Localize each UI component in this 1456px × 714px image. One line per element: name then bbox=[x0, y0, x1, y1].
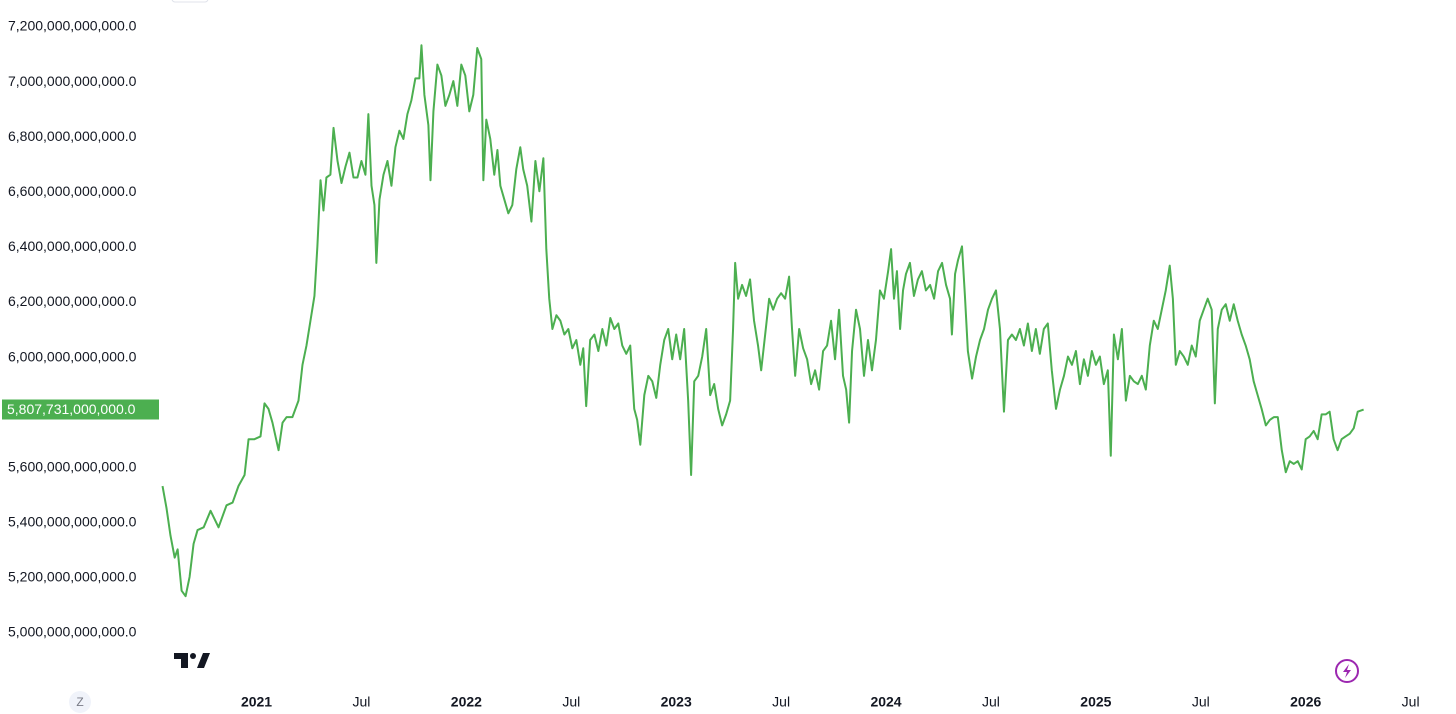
y-tick-label: 7,000,000,000,000.0 bbox=[8, 73, 137, 89]
y-tick-label: 6,200,000,000,000.0 bbox=[8, 293, 137, 309]
lightning-icon[interactable] bbox=[1343, 664, 1351, 678]
y-tick-label: 6,800,000,000,000.0 bbox=[8, 128, 137, 144]
tradingview-logo bbox=[174, 653, 210, 668]
x-tick-label: Jul bbox=[1192, 694, 1210, 710]
lightning-ring[interactable] bbox=[1335, 659, 1359, 683]
x-tick-label: Jul bbox=[352, 694, 370, 710]
x-tick-label: 2021 bbox=[241, 694, 272, 710]
x-tick-label: 2024 bbox=[870, 694, 901, 710]
x-tick-label: 2023 bbox=[661, 694, 692, 710]
y-tick-label: 5,200,000,000,000.0 bbox=[8, 569, 137, 585]
x-tick-label: 2025 bbox=[1080, 694, 1111, 710]
zoom-button-label[interactable]: Z bbox=[76, 695, 83, 709]
y-tick-label: 6,400,000,000,000.0 bbox=[8, 238, 137, 254]
price-line bbox=[161, 44, 1364, 598]
y-tick-label: 5,600,000,000,000.0 bbox=[8, 458, 137, 474]
x-tick-label: Jul bbox=[982, 694, 1000, 710]
y-tick-label: 7,200,000,000,000.0 bbox=[8, 18, 137, 34]
zoom-button[interactable] bbox=[69, 691, 91, 713]
x-tick-label: 2022 bbox=[451, 694, 482, 710]
x-tick-label: Jul bbox=[1402, 694, 1420, 710]
last-value-box bbox=[2, 399, 159, 420]
toolbar-stub bbox=[171, 0, 209, 3]
x-tick-label: Jul bbox=[772, 694, 790, 710]
y-tick-label: 6,600,000,000,000.0 bbox=[8, 183, 137, 199]
x-tick-label: 2026 bbox=[1290, 694, 1321, 710]
y-tick-label: 5,000,000,000,000.0 bbox=[8, 624, 137, 640]
lightning-button[interactable] bbox=[1335, 659, 1359, 683]
y-tick-label: 5,400,000,000,000.0 bbox=[8, 514, 137, 530]
x-tick-label: Jul bbox=[562, 694, 580, 710]
y-tick-label: 6,000,000,000,000.0 bbox=[8, 348, 137, 364]
last-value-label: 5,807,731,000,000.0 bbox=[7, 401, 136, 417]
